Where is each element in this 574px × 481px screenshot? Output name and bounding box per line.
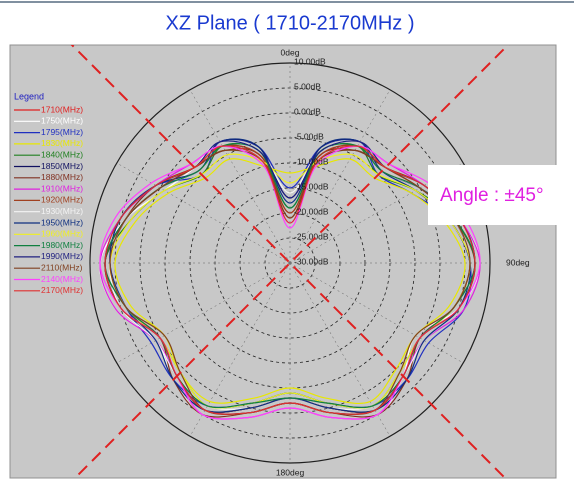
legend-label: 1880(MHz) [41,172,83,182]
legend-label: 1930(MHz) [41,206,83,216]
angle-label: 90deg [506,257,530,267]
pattern-curve [109,153,471,409]
legend: Legend 1710(MHz) 1750(MHz)1795(MHz)1830(M… [14,91,83,295]
legend-label: 2140(MHz) [41,274,83,284]
spoke [289,262,391,437]
spoke [289,89,391,264]
legend-label: 1910(MHz) [41,183,83,193]
legend-label: 1710(MHz) [41,104,83,114]
legend-label: 1980(MHz) [41,240,83,250]
annotation: Angle : ±45° [440,185,544,206]
legend-label: 2110(MHz) [41,262,83,272]
spoke [189,89,291,264]
r-tick-label: -20.00dB [294,206,329,216]
legend-label: 1920(MHz) [41,195,83,205]
spoke [116,162,291,264]
plot: 10.00dB 5.00dB 0.00dB -5.00dB -10.00dB -15.00… [70,45,510,478]
legend-label: 1850(MHz) [41,161,83,171]
grid-ring [89,62,491,464]
spoke [289,262,464,364]
r-tick-label: 10.00dB [294,56,326,66]
legend-label: 1830(MHz) [41,138,83,148]
legend-label: 1960(MHz) [41,229,83,239]
r-tick-label: -25.00dB [294,231,329,241]
chart-title: XZ Plane ( 1710-2170MHz ) [165,12,414,34]
legend-label: 1795(MHz) [41,127,83,137]
r-tick-label: -5.00dB [294,131,324,141]
pattern-curve [104,145,476,415]
legend-title: Legend [14,91,44,101]
r-tick-label: -30.00dB [294,256,329,266]
r-tick-label: 0.00dB [294,106,321,116]
angle-label: 180deg [276,467,305,477]
legend-label: 1750(MHz) [41,116,83,126]
legend-label: 2170(MHz) [41,285,83,295]
spoke [189,262,291,437]
legend-label: 1840(MHz) [41,149,83,159]
r-tick-label: -10.00dB [294,156,329,166]
r-tick-label: -15.00dB [294,181,329,191]
angle-label: 0deg [281,47,300,57]
spoke [116,262,291,364]
pattern-curve [114,158,466,405]
annotation-box [428,165,574,225]
r-tick-label: 5.00dB [294,81,321,91]
legend-label: 1990(MHz) [41,251,83,261]
legend-label: 1950(MHz) [41,217,83,227]
